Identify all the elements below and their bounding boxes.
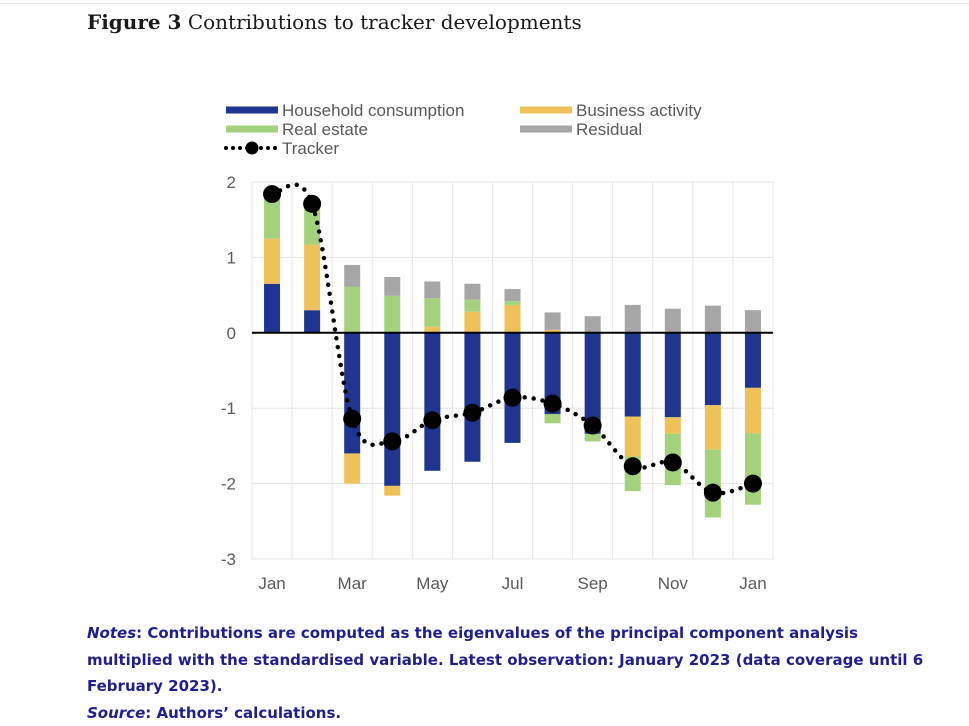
bar-residual bbox=[704, 305, 721, 333]
legend-swatch-residual bbox=[520, 125, 572, 133]
bar-real-estate bbox=[704, 449, 721, 518]
bar-business bbox=[744, 387, 761, 434]
bar-residual bbox=[424, 281, 441, 299]
tracker-point bbox=[543, 394, 562, 413]
bar-business bbox=[424, 326, 441, 333]
x-tick-label: Jan bbox=[739, 574, 766, 593]
bar-household bbox=[504, 332, 521, 443]
tracker-point bbox=[503, 388, 522, 407]
top-divider bbox=[0, 3, 969, 4]
bar-household bbox=[584, 332, 601, 434]
notes-block: Notes: Contributions are computed as the… bbox=[87, 620, 947, 726]
x-tick-label: Nov bbox=[658, 574, 689, 593]
bar-residual bbox=[384, 277, 401, 296]
bar-household bbox=[264, 283, 281, 333]
bar-household bbox=[744, 332, 761, 388]
bar-real-estate bbox=[584, 433, 601, 442]
x-tick-label: Mar bbox=[338, 574, 368, 593]
legend: Household consumption Business activityRe… bbox=[224, 101, 702, 158]
source-text: : Authors’ calculations. bbox=[145, 703, 342, 722]
legend-label: Residual bbox=[576, 120, 642, 139]
tracker-point bbox=[263, 185, 282, 204]
y-tick-label: 0 bbox=[227, 324, 236, 343]
source-paragraph: Source: Authors’ calculations. bbox=[87, 700, 947, 726]
bar-residual bbox=[624, 304, 641, 333]
bar-real-estate bbox=[504, 301, 521, 305]
source-label: Source bbox=[87, 703, 146, 722]
y-tick-label: 1 bbox=[227, 248, 236, 267]
bar-household bbox=[664, 332, 681, 418]
bar-household bbox=[304, 310, 321, 333]
x-tick-label: Jan bbox=[258, 574, 285, 593]
bar-business bbox=[304, 244, 321, 311]
bar-real-estate bbox=[264, 193, 281, 239]
bar-household bbox=[704, 332, 721, 406]
bar-household bbox=[424, 332, 441, 471]
tracker-point bbox=[703, 483, 722, 502]
bar-real-estate bbox=[384, 295, 401, 333]
tracker-point bbox=[343, 409, 362, 428]
tracker-point bbox=[303, 194, 322, 213]
bar-residual bbox=[344, 264, 361, 287]
tracker-point bbox=[583, 416, 602, 435]
bar-household bbox=[544, 332, 561, 415]
tracker-point bbox=[383, 432, 402, 451]
legend-label: Household consumption bbox=[282, 101, 464, 120]
notes-text: : Contributions are computed as the eige… bbox=[87, 624, 924, 695]
tracker-series bbox=[263, 182, 762, 502]
bar-real-estate bbox=[424, 298, 441, 327]
bars bbox=[264, 193, 761, 518]
bar-residual bbox=[504, 289, 521, 302]
bar-household bbox=[464, 332, 481, 462]
tracker-point bbox=[463, 403, 482, 422]
y-tick-label: -1 bbox=[221, 399, 236, 418]
bar-household bbox=[384, 332, 401, 486]
bar-business bbox=[544, 329, 561, 333]
bar-business bbox=[624, 416, 641, 457]
bar-business bbox=[704, 405, 721, 450]
figure-title-text: Contributions to tracker developments bbox=[187, 10, 582, 34]
x-axis-ticks: Jan Mar May Jul Sep Nov Jan bbox=[258, 574, 766, 593]
legend-swatch-real-estate bbox=[226, 125, 278, 133]
figure-label: Figure 3 bbox=[87, 10, 182, 34]
tracker-point bbox=[743, 474, 762, 493]
tracker-point bbox=[623, 457, 642, 476]
bar-business bbox=[264, 238, 281, 284]
bar-residual bbox=[584, 316, 601, 333]
bar-business bbox=[504, 304, 521, 333]
y-axis-ticks: 2 1 0 -1 -2 -3 bbox=[221, 173, 236, 569]
bar-residual bbox=[464, 283, 481, 300]
chart: 2 1 0 -1 -2 -3 Jan Mar May Jul Sep Nov Jan Househol… bbox=[221, 101, 774, 593]
x-tick-label: May bbox=[416, 574, 449, 593]
legend-label: Business activity bbox=[576, 101, 702, 120]
figure-title: Figure 3 Contributions to tracker develo… bbox=[87, 10, 582, 34]
legend-swatch-household bbox=[226, 106, 278, 114]
bar-residual bbox=[664, 308, 681, 333]
tracker-point bbox=[663, 453, 682, 472]
bar-real-estate bbox=[344, 286, 361, 333]
x-tick-label: Sep bbox=[578, 574, 608, 593]
legend-swatch-business bbox=[520, 106, 572, 114]
bar-real-estate bbox=[464, 299, 481, 312]
y-tick-label: -2 bbox=[221, 475, 236, 494]
bar-business bbox=[384, 485, 401, 496]
x-tick-label: Jul bbox=[502, 574, 524, 593]
bar-business bbox=[664, 417, 681, 434]
bar-real-estate bbox=[744, 433, 761, 505]
legend-swatch-tracker-marker bbox=[245, 141, 259, 155]
bar-residual bbox=[744, 310, 761, 333]
legend-label: Tracker bbox=[282, 139, 339, 158]
notes-label: Notes bbox=[87, 624, 137, 642]
bar-real-estate bbox=[544, 414, 561, 424]
bar-business bbox=[344, 453, 361, 484]
tracker-point bbox=[423, 411, 442, 430]
bar-residual bbox=[544, 312, 561, 330]
y-tick-label: 2 bbox=[227, 173, 236, 192]
bar-business bbox=[464, 311, 481, 333]
legend-label: Real estate bbox=[282, 120, 368, 139]
y-tick-label: -3 bbox=[221, 550, 236, 569]
notes-paragraph: Notes: Contributions are computed as the… bbox=[87, 620, 947, 700]
bar-household bbox=[624, 332, 641, 417]
